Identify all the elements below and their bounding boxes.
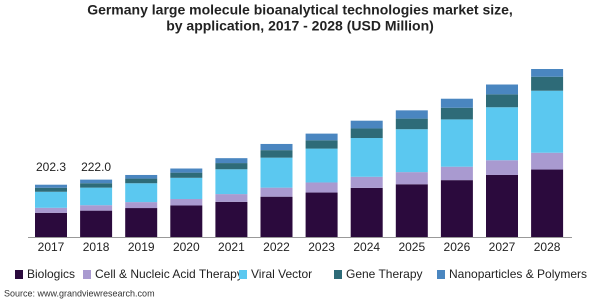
bar-segment (486, 160, 518, 175)
bar-segment (305, 133, 338, 141)
x-tick-label: 2023 (308, 240, 335, 254)
bar-segment (35, 207, 67, 213)
legend-label: Gene Therapy (346, 267, 423, 281)
bar-segment (80, 183, 113, 188)
x-tick-label: 2026 (444, 240, 471, 254)
bar-segment (531, 69, 564, 77)
bar-segment (260, 150, 293, 158)
x-tick-label: 2027 (489, 240, 516, 254)
bar-segment (80, 179, 113, 184)
bar-segment (350, 187, 383, 237)
legend-swatch (437, 270, 445, 279)
bar-segment (486, 94, 518, 108)
bar-segment (486, 107, 518, 161)
bar-segment (260, 196, 293, 237)
bar-segment (531, 90, 564, 153)
bar-segment (80, 210, 113, 237)
bar-segment (395, 118, 428, 130)
bar-segment (170, 177, 203, 200)
chart-title: Germany large molecule bioanalytical tec… (87, 2, 513, 18)
bar-segment (305, 182, 338, 193)
x-tick-label: 2020 (173, 240, 200, 254)
x-tick-label: 2028 (534, 240, 561, 254)
x-tick-label: 2022 (263, 240, 290, 254)
bar-segment (170, 172, 203, 178)
legend-label: Cell & Nucleic Acid Therapy (95, 267, 243, 281)
total-label: 222.0 (81, 160, 111, 174)
bar-segment (260, 143, 293, 151)
total-label: 202.3 (36, 160, 66, 174)
bar-segment (125, 208, 158, 237)
bar-segment (440, 180, 473, 237)
bar-segment (350, 128, 383, 139)
bar-segment (125, 174, 158, 179)
bar-segment (486, 174, 518, 237)
bar-segment (440, 107, 473, 120)
bar-segment (35, 184, 67, 188)
bar-segment (215, 163, 248, 170)
bar-segment (125, 202, 158, 209)
x-tick-label: 2019 (128, 240, 155, 254)
bar-segment (395, 129, 428, 173)
bar-segment (531, 152, 564, 170)
source: Source: www.grandviewresearch.com (4, 288, 155, 298)
bar-segment (531, 169, 564, 237)
chart-subtitle: by application, 2017 - 2028 (USD Million… (166, 18, 434, 34)
x-tick-label: 2021 (218, 240, 245, 254)
bar-segment (35, 191, 67, 208)
x-tick-label: 2018 (83, 240, 110, 254)
bar-segment (486, 84, 518, 95)
legend-swatch (239, 270, 247, 279)
legend-label: Viral Vector (251, 267, 312, 281)
bar-segment (170, 199, 203, 206)
bar-segment (350, 120, 383, 129)
legend-swatch (334, 270, 342, 279)
bar-segment (350, 138, 383, 177)
bar-segment (215, 169, 248, 195)
bar-segment (260, 187, 293, 197)
bar-segment (260, 157, 293, 188)
bar-segment (305, 140, 338, 149)
bar-segment (215, 194, 248, 202)
legend-swatch (83, 270, 91, 279)
bar-segment (35, 187, 67, 192)
bar-segment (350, 176, 383, 188)
bar-segment (305, 148, 338, 183)
bar-segment (125, 178, 158, 184)
bar-segment (80, 187, 113, 206)
bar-segment (80, 205, 113, 211)
bar-segment (125, 183, 158, 203)
legend-label: Biologics (27, 267, 75, 281)
x-tick-label: 2024 (353, 240, 380, 254)
x-tick-label: 2025 (398, 240, 425, 254)
bar-segment (440, 166, 473, 181)
x-tick-label: 2017 (38, 240, 65, 254)
bar-segment (440, 119, 473, 167)
bar-segment (395, 184, 428, 237)
bar-segment (215, 201, 248, 237)
bar-segment (395, 110, 428, 119)
bar-segment (35, 212, 67, 237)
bar-segment (215, 158, 248, 164)
legend-swatch (15, 270, 23, 279)
bar-segment (305, 192, 338, 237)
bar-segment (440, 98, 473, 108)
bar-segment (395, 172, 428, 185)
bar-segment (531, 76, 564, 91)
legend-label: Nanoparticles & Polymers (449, 267, 587, 281)
bar-segment (170, 205, 203, 237)
bar-segment (170, 168, 203, 173)
